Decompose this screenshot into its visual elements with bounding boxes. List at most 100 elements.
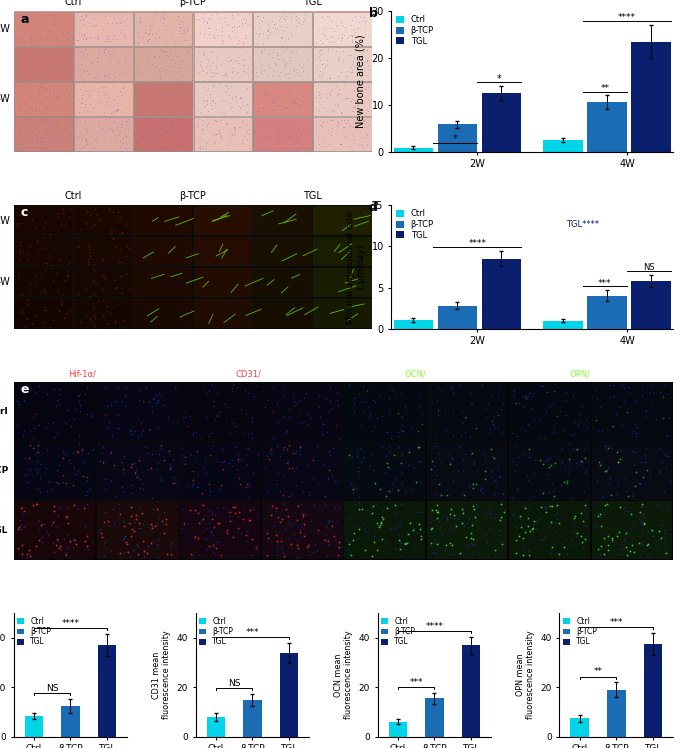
Point xyxy=(271,123,282,135)
Point xyxy=(139,130,150,142)
Point xyxy=(343,114,354,126)
Point xyxy=(185,548,196,560)
Point xyxy=(387,478,398,490)
Point xyxy=(82,218,92,230)
Point xyxy=(95,128,105,140)
Point xyxy=(58,166,69,178)
Point xyxy=(268,46,279,58)
Point xyxy=(326,520,337,532)
Point xyxy=(118,468,129,479)
Point xyxy=(133,540,143,552)
Point xyxy=(267,65,278,77)
Point xyxy=(36,46,47,58)
Point xyxy=(63,57,73,69)
Point xyxy=(346,28,357,40)
Point xyxy=(151,79,162,91)
Point xyxy=(31,463,41,475)
Point xyxy=(324,381,335,393)
Point xyxy=(58,446,69,458)
Point xyxy=(75,167,86,179)
Point xyxy=(290,91,301,103)
Point xyxy=(227,182,238,194)
Point xyxy=(227,501,238,513)
Point xyxy=(637,536,648,548)
Point xyxy=(147,448,158,460)
Point xyxy=(360,28,371,40)
Point xyxy=(12,162,23,174)
Point xyxy=(276,127,287,139)
Point xyxy=(638,511,649,523)
Point xyxy=(161,142,172,154)
Point xyxy=(353,82,364,94)
Point xyxy=(339,114,350,126)
Point xyxy=(156,108,167,120)
Point xyxy=(294,101,305,113)
Point xyxy=(49,88,60,100)
Point xyxy=(223,19,234,31)
Point xyxy=(137,507,148,519)
Point xyxy=(545,516,556,528)
Text: TGL: TGL xyxy=(303,191,322,201)
Point xyxy=(192,186,203,197)
Point xyxy=(35,32,46,44)
Point xyxy=(161,202,172,214)
Point xyxy=(210,115,221,127)
Point xyxy=(229,55,240,67)
Point xyxy=(236,19,247,31)
Point xyxy=(237,131,248,143)
Point xyxy=(100,381,111,393)
Point xyxy=(430,548,441,560)
Point xyxy=(361,504,372,516)
Point xyxy=(15,381,26,393)
Point xyxy=(228,62,239,74)
Point xyxy=(107,94,118,105)
Point xyxy=(216,133,227,145)
Point xyxy=(200,85,211,96)
Point xyxy=(112,105,122,117)
Point xyxy=(208,529,219,541)
Point xyxy=(48,313,58,325)
Point xyxy=(288,390,299,402)
Point xyxy=(63,33,74,45)
Point xyxy=(220,415,231,427)
Point xyxy=(335,138,345,150)
Point xyxy=(469,538,479,550)
Point xyxy=(313,105,324,117)
Point xyxy=(426,463,437,475)
Point xyxy=(75,223,86,235)
Point xyxy=(314,88,325,99)
Point xyxy=(91,19,102,31)
Point xyxy=(236,453,247,465)
Point xyxy=(273,132,284,144)
Point xyxy=(333,88,343,100)
Point xyxy=(58,476,69,488)
Point xyxy=(284,108,295,120)
Point xyxy=(34,95,45,107)
Point xyxy=(428,546,439,558)
Point xyxy=(205,505,216,517)
Point xyxy=(560,393,571,405)
Point xyxy=(209,414,220,426)
Point xyxy=(93,138,104,150)
Text: b: b xyxy=(369,7,378,20)
Point xyxy=(52,117,63,129)
Point xyxy=(296,116,307,128)
Point xyxy=(72,103,83,115)
Point xyxy=(86,119,97,131)
Point xyxy=(659,485,670,497)
Point xyxy=(324,206,335,218)
Point xyxy=(153,85,164,97)
Point xyxy=(143,423,154,435)
Point xyxy=(179,101,190,113)
Point xyxy=(337,182,347,194)
Point xyxy=(316,166,327,178)
Point xyxy=(299,13,310,25)
Point xyxy=(170,158,181,170)
Point xyxy=(219,455,230,467)
Point xyxy=(82,48,93,60)
Point xyxy=(95,523,105,535)
Point xyxy=(339,209,350,221)
Point xyxy=(462,518,473,530)
Point xyxy=(298,508,309,520)
Point xyxy=(317,58,328,70)
